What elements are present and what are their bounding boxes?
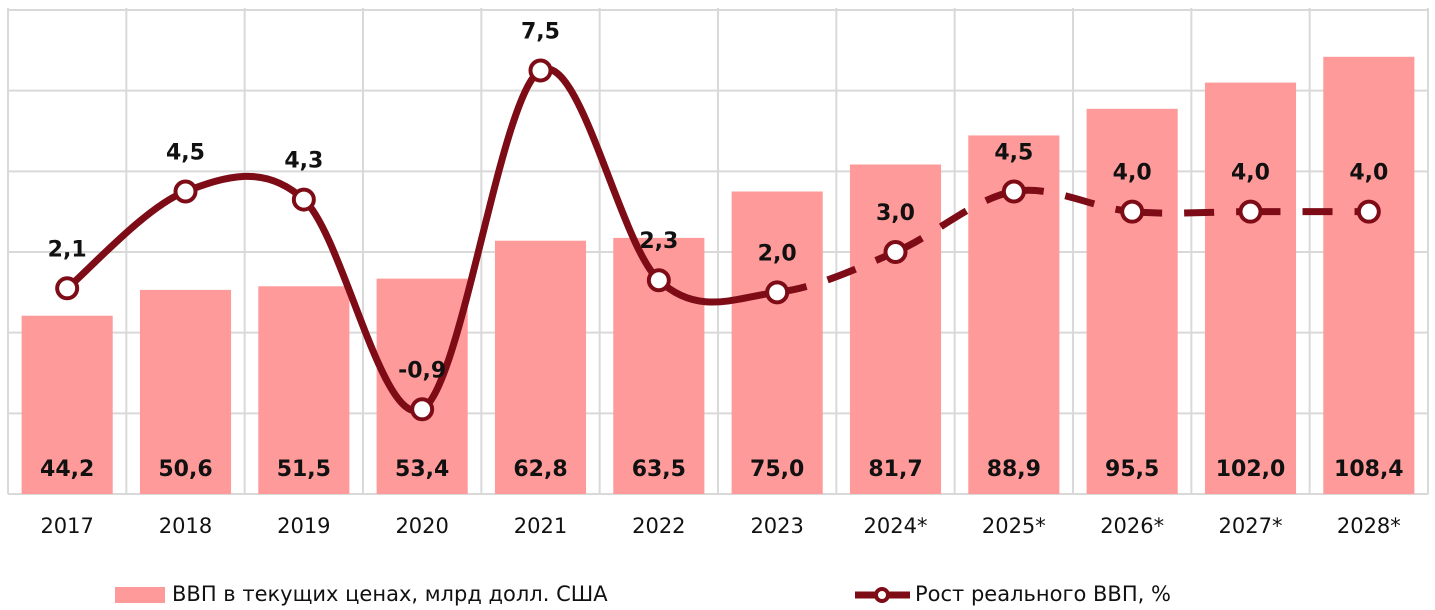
line-marker: [410, 397, 435, 422]
bar-value-label: 50,6: [158, 457, 212, 482]
line-marker: [646, 268, 671, 293]
line-value-label: 3,0: [876, 201, 915, 226]
line-marker: [528, 58, 553, 83]
x-tick-label: 2019: [277, 514, 330, 538]
x-tick-label: 2027*: [1219, 514, 1283, 538]
bar-value-label: 75,0: [750, 457, 804, 482]
x-tick-label: 2025*: [982, 514, 1046, 538]
x-tick-label: 2026*: [1100, 514, 1164, 538]
bar-value-label: 108,4: [1334, 457, 1404, 482]
x-tick-label: 2023: [750, 514, 803, 538]
line-marker: [1238, 199, 1263, 224]
x-tick-label: 2022: [632, 514, 685, 538]
x-tick-label: 2028*: [1337, 514, 1401, 538]
line-segment: [419, 67, 543, 413]
line-marker: [173, 179, 198, 204]
line-value-label: 2,3: [639, 229, 678, 254]
legend-swatch: [115, 587, 165, 603]
line-segment: [538, 65, 662, 283]
line-value-label: 4,5: [994, 141, 1033, 166]
bar-value-label: 51,5: [277, 457, 331, 482]
x-tick-label: 2017: [40, 514, 93, 538]
line-marker: [291, 187, 316, 212]
line-segment: [1013, 186, 1133, 216]
x-tick-label: 2020: [395, 514, 448, 538]
bar: [494, 240, 587, 494]
bar: [849, 164, 942, 494]
x-tick-label: 2021: [514, 514, 567, 538]
bar-value-label: 62,8: [513, 457, 567, 482]
legend-label: Рост реального ВВП, %: [915, 582, 1171, 606]
line-marker: [883, 240, 908, 264]
line-value-label: 7,5: [521, 20, 560, 45]
line-value-label: -0,9: [398, 358, 446, 383]
line-segment: [301, 196, 424, 415]
line-marker: [1356, 199, 1381, 224]
line-value-label: 2,0: [758, 241, 797, 266]
bar: [139, 289, 232, 494]
bar: [258, 286, 350, 494]
line-marker: [765, 280, 790, 305]
line-marker: [1001, 179, 1026, 204]
line-segment: [894, 188, 1015, 256]
line-value-label: 4,0: [1349, 161, 1388, 186]
line-segment: [776, 248, 897, 296]
bar-value-label: 102,0: [1216, 457, 1286, 482]
line-marker: [55, 276, 80, 301]
bar-value-label: 44,2: [40, 457, 94, 482]
line-value-label: 2,1: [48, 237, 87, 262]
line-segment: [184, 172, 307, 203]
x-tick-label: 2024*: [864, 514, 928, 538]
bar-value-label: 81,7: [868, 457, 922, 482]
line-value-label: 4,0: [1231, 161, 1270, 186]
line-value-label: 4,3: [284, 149, 323, 174]
bar: [1323, 56, 1415, 494]
bar: [1086, 108, 1178, 495]
bar: [731, 191, 823, 494]
bar: [1204, 82, 1297, 494]
bar-value-label: 63,5: [632, 457, 686, 482]
legend-marker: [874, 587, 890, 603]
line-value-label: 4,0: [1113, 161, 1152, 186]
line-segment: [1131, 208, 1251, 217]
bar: [21, 315, 113, 494]
bar-value-label: 95,5: [1105, 457, 1159, 482]
bar-value-label: 88,9: [987, 457, 1041, 482]
line-marker: [1120, 199, 1145, 224]
legend-label: ВВП в текущих ценах, млрд долл. США: [172, 582, 608, 606]
x-tick-label: 2018: [159, 514, 212, 538]
line-segment: [656, 277, 778, 306]
line-value-label: 4,5: [166, 141, 205, 166]
bar-value-label: 53,4: [395, 457, 449, 482]
